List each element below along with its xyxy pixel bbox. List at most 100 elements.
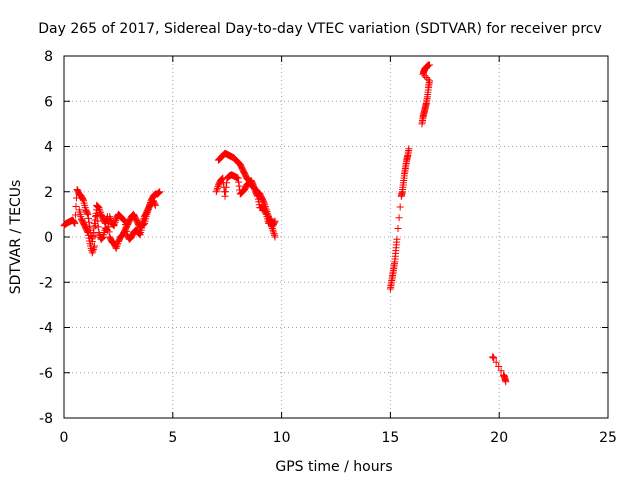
gridlines [64, 56, 608, 418]
data-point [104, 213, 112, 221]
data-point [112, 244, 120, 252]
data-point [270, 230, 278, 238]
y-tick-label: -2 [39, 275, 53, 291]
data-point [218, 175, 226, 183]
data-point [92, 222, 100, 230]
data-point [260, 199, 268, 207]
data-point [95, 205, 103, 213]
data-point [98, 234, 106, 242]
data-point [271, 218, 279, 226]
data-point [83, 227, 91, 235]
data-point [249, 181, 257, 189]
x-tick-label: 20 [490, 430, 508, 446]
data-point [234, 174, 242, 182]
data-point [212, 188, 220, 196]
y-tick-label: -4 [39, 321, 53, 337]
data-point [223, 179, 231, 187]
data-point [222, 183, 230, 191]
data-point [269, 228, 277, 236]
data-point [84, 214, 92, 222]
y-tick-label: 2 [44, 185, 53, 201]
data-point [497, 367, 505, 375]
data-point [394, 225, 402, 233]
data-point [95, 230, 103, 238]
data-point [120, 217, 128, 225]
data-point [113, 243, 121, 251]
x-tick-label: 15 [381, 430, 399, 446]
data-point [111, 220, 119, 228]
data-point [250, 183, 258, 191]
data-point [250, 184, 258, 192]
axis-ticks [63, 55, 609, 419]
data-point [120, 216, 128, 224]
data-point [222, 188, 230, 196]
data-point [262, 209, 270, 217]
data-point [119, 215, 127, 223]
data-point [105, 223, 113, 231]
data-point [70, 218, 78, 226]
y-tick-label: -6 [39, 366, 53, 382]
data-point [395, 214, 403, 222]
data-point [91, 232, 99, 240]
data-point [85, 218, 93, 226]
data-points [60, 61, 510, 386]
data-point [424, 75, 432, 83]
data-point [89, 247, 97, 255]
data-point [271, 217, 279, 225]
data-point [88, 249, 96, 257]
y-tick-label: -8 [39, 411, 53, 427]
data-point [104, 218, 112, 226]
data-point [70, 219, 78, 227]
data-point [405, 145, 413, 153]
data-point [92, 213, 100, 221]
data-point [393, 235, 401, 243]
y-axis-label: SDTVAR / TECUs [8, 180, 24, 295]
data-point [422, 73, 430, 81]
x-tick-label: 0 [60, 430, 69, 446]
data-point [90, 244, 98, 252]
data-point [73, 194, 81, 202]
y-tick-label: 6 [44, 94, 53, 110]
x-tick-label: 25 [599, 430, 617, 446]
data-point [96, 207, 104, 215]
y-tick-label: 8 [44, 49, 53, 65]
data-point [396, 203, 404, 211]
data-point [213, 186, 221, 194]
data-point [94, 217, 102, 225]
y-tick-labels: -8 -6 -4 -2 0 2 4 6 8 [39, 49, 53, 427]
data-point [136, 230, 144, 238]
data-point [72, 202, 80, 210]
data-point [103, 214, 111, 222]
data-point [271, 231, 279, 239]
data-point [490, 354, 498, 362]
data-point [98, 235, 106, 243]
chart-title: Day 265 of 2017, Sidereal Day-to-day VTE… [38, 21, 602, 37]
data-point [426, 61, 434, 69]
y-tick-label: 0 [44, 230, 53, 246]
x-axis-label: GPS time / hours [275, 459, 392, 475]
data-point [495, 363, 503, 371]
data-point [110, 222, 118, 230]
data-point [79, 196, 87, 204]
data-point [139, 218, 147, 226]
data-point [267, 215, 275, 223]
data-point [156, 188, 164, 196]
data-point [102, 216, 110, 224]
data-point [111, 218, 119, 226]
data-point [104, 226, 112, 234]
y-tick-label: 4 [44, 140, 53, 156]
data-point [90, 242, 98, 250]
data-point [235, 182, 243, 190]
data-point [155, 189, 163, 197]
data-point [426, 77, 434, 85]
data-point [155, 188, 163, 196]
data-point [151, 201, 159, 209]
data-point [253, 191, 261, 199]
data-point [139, 216, 147, 224]
data-point [71, 211, 79, 219]
data-point [235, 178, 243, 186]
data-point [95, 204, 103, 212]
data-point [83, 209, 91, 217]
x-tick-label: 10 [273, 430, 291, 446]
